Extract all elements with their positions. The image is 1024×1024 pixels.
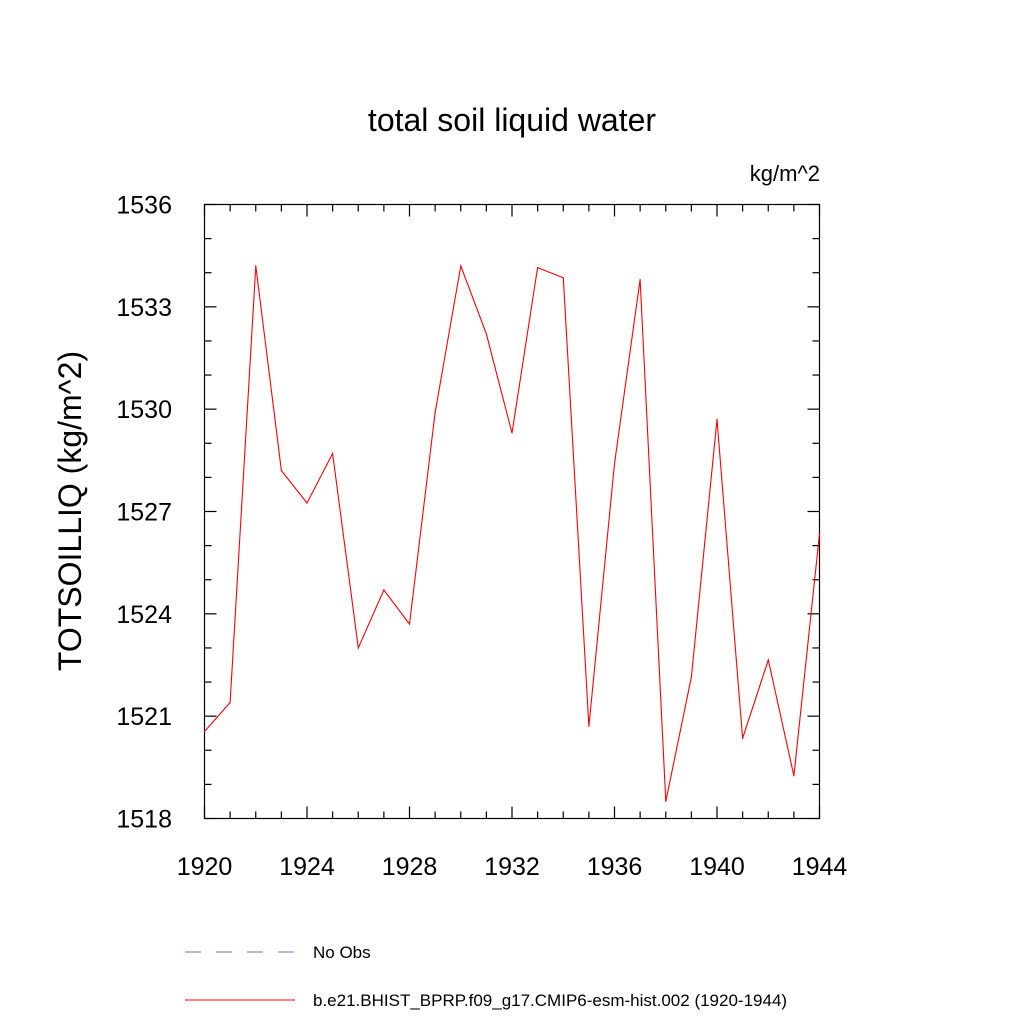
data-point <box>460 265 462 267</box>
data-point <box>357 647 359 649</box>
y-tick-label: 1521 <box>116 703 172 731</box>
x-tick-label: 1936 <box>587 853 643 881</box>
y-tick-label: 1527 <box>116 499 172 527</box>
data-point <box>639 278 641 281</box>
data-point <box>793 775 795 777</box>
data-point <box>562 277 564 279</box>
series-line <box>204 263 821 802</box>
plot-frame <box>203 203 821 820</box>
x-tick-labels: 1920 1924 1928 1932 1936 1940 1944 <box>177 853 848 881</box>
data-point <box>383 589 385 591</box>
axis-ticks <box>203 203 821 820</box>
chart-title: total soil liquid water <box>368 102 656 138</box>
y-tick-label: 1533 <box>116 294 172 322</box>
legend: No Obs b.e21.BHIST_BPRP.f09_g17.CMIP6-esm… <box>185 943 787 1010</box>
data-point <box>332 452 334 455</box>
x-tick-label: 1924 <box>279 853 335 881</box>
x-tick-label: 1940 <box>689 853 745 881</box>
x-tick-label: 1944 <box>792 853 848 881</box>
data-point <box>716 418 718 420</box>
y-tick-label: 1530 <box>116 396 172 424</box>
y-tick-labels: 1518 1521 1524 1527 1530 1533 1536 <box>116 192 172 834</box>
data-point <box>767 659 769 661</box>
data-point <box>306 502 308 504</box>
data-point <box>434 411 436 414</box>
x-tick-label: 1932 <box>484 853 540 881</box>
data-point <box>203 730 206 733</box>
legend-label: b.e21.BHIST_BPRP.f09_g17.CMIP6-esm-hist.… <box>313 991 787 1010</box>
data-point <box>665 800 667 803</box>
data-point <box>588 725 590 728</box>
y-axis-label: TOTSOILLIQ (kg/m^2) <box>52 351 88 671</box>
x-tick-label: 1920 <box>177 853 233 881</box>
data-series <box>203 263 821 803</box>
data-point <box>818 533 821 535</box>
data-point <box>613 463 616 465</box>
data-point <box>485 333 487 335</box>
units-label: kg/m^2 <box>750 161 820 186</box>
data-point <box>511 432 513 434</box>
data-point <box>255 265 257 267</box>
x-tick-label: 1928 <box>382 853 438 881</box>
data-point <box>690 676 692 678</box>
y-tick-label: 1518 <box>116 806 172 834</box>
y-tick-label: 1536 <box>116 192 172 220</box>
data-point <box>280 469 282 472</box>
data-point <box>537 267 539 269</box>
y-tick-label: 1524 <box>116 601 172 629</box>
legend-label: No Obs <box>313 943 371 962</box>
data-point <box>408 623 411 625</box>
data-point <box>229 701 231 704</box>
data-point <box>742 737 744 739</box>
